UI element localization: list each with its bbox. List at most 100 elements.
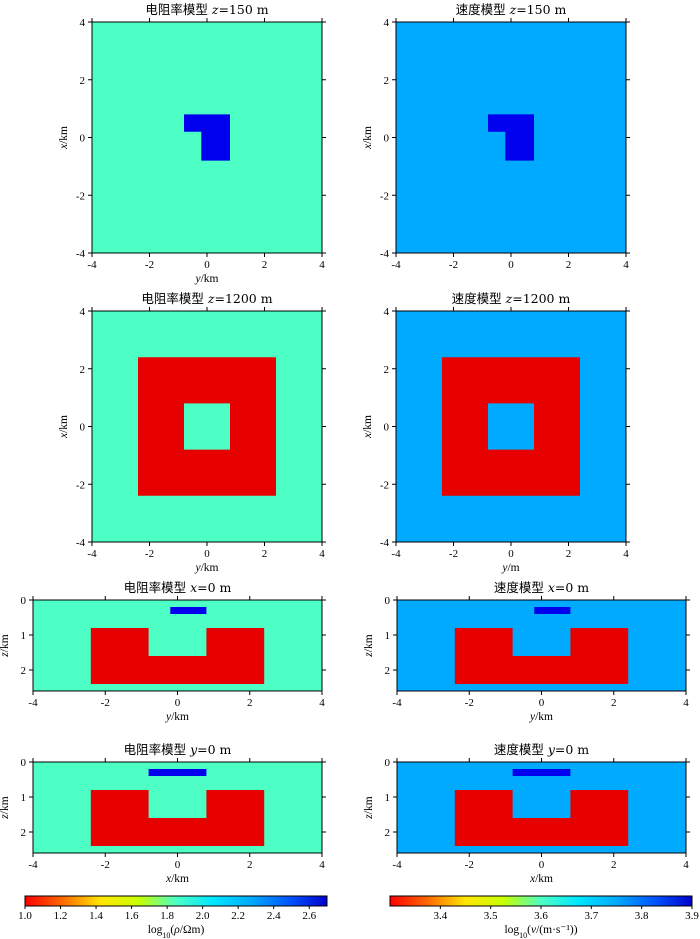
x-tick-label: -4 (87, 548, 97, 560)
colorbar-label: log10(v/(m·s⁻¹)) (504, 924, 577, 939)
x-tick-label: -2 (465, 859, 474, 871)
x-tick-label: 0 (175, 697, 181, 709)
panel-p1: -4 -2 0 2 4 -4 -2 0 2 4 电阻率模型 z=150 m y/km x/km (58, 2, 326, 285)
panel-title: 速度模型 z=1200 m (452, 291, 571, 306)
x-tick-label: 2 (566, 259, 572, 271)
y-tick-label: 1 (21, 792, 27, 804)
anomaly-block-blue (534, 607, 571, 614)
y-tick-label: 4 (384, 17, 390, 29)
y-tick-label: 0 (21, 595, 27, 607)
panel-p5: -4 -2 0 2 4 0 1 2 电阻率模型 x=0 m y/km z/km (0, 580, 326, 723)
colorbar-gradient (389, 895, 693, 907)
panel-title: 速度模型 y=0 m (494, 742, 589, 757)
colorbar-tick-label: 1.0 (18, 910, 32, 922)
anomaly-block-red (90, 628, 265, 684)
anomaly-block-blue (512, 769, 571, 776)
x-tick-label: 4 (623, 259, 629, 271)
y-tick-label: -2 (380, 479, 389, 491)
y-tick-label: 2 (385, 827, 391, 839)
colorbar-tick-label: 3.5 (484, 910, 498, 922)
y-tick-label: 4 (80, 17, 86, 29)
x-tick-label: 4 (319, 697, 325, 709)
y-axis-label: z/km (363, 634, 375, 657)
x-tick-label: 2 (262, 259, 268, 271)
y-axis-label: z/km (363, 796, 375, 819)
x-tick-label: 0 (539, 697, 545, 709)
x-tick-label: -2 (101, 697, 110, 709)
y-tick-label: -2 (76, 190, 85, 202)
x-tick-label: 2 (247, 859, 253, 871)
y-tick-label: 1 (385, 630, 391, 642)
panel-p3: -4 -2 0 2 4 -4 -2 0 2 4 电阻率模型 z=1200 m y/km x/km (58, 291, 326, 574)
y-tick-label: -4 (76, 537, 86, 549)
colorbars: 1.0 1.2 1.4 1.6 1.8 2.0 2.2 2.4 2.6 log10(ρ/Ωm) 3.… (18, 895, 699, 939)
y-tick-label: 2 (384, 75, 390, 87)
colorbar-gradient (24, 895, 328, 907)
x-tick-label: -4 (392, 697, 402, 709)
y-axis-label: x/km (58, 126, 70, 150)
x-tick-label: 0 (204, 259, 210, 271)
panel-title: 电阻率模型 y=0 m (124, 742, 232, 757)
colorbar-tick-label: 2.6 (302, 910, 316, 922)
colorbar-tick-label: 3.9 (685, 910, 699, 922)
y-tick-label: 4 (80, 306, 86, 318)
x-tick-label: -2 (465, 697, 474, 709)
y-tick-label: 0 (80, 422, 86, 434)
panel-title: 电阻率模型 z=150 m (145, 2, 268, 17)
x-tick-label: 0 (204, 548, 210, 560)
x-tick-label: -4 (391, 548, 401, 560)
y-tick-label: 0 (384, 422, 390, 434)
x-tick-label: 4 (319, 859, 325, 871)
colorbar-tick-label: 3.8 (635, 910, 649, 922)
anomaly-block-blue (184, 114, 230, 161)
colorbar-res: 1.0 1.2 1.4 1.6 1.8 2.0 2.2 2.4 2.6 log10(ρ/Ωm) (18, 895, 328, 939)
x-axis-label: x/km (165, 873, 189, 885)
x-axis-label: y/km (529, 711, 553, 723)
x-tick-label: 2 (611, 859, 617, 871)
panel-p4: -4 -2 0 2 4 -4 -2 0 2 4 速度模型 z=1200 m y/m x/km (362, 291, 630, 574)
y-axis-label: z/km (0, 796, 11, 819)
anomaly-block-bg (184, 403, 230, 450)
anomaly-block-blue (148, 769, 207, 776)
colorbar-vel: 3.4 3.5 3.6 3.7 3.8 3.9 log10(v/(m·s⁻¹)) (389, 895, 699, 939)
panel-title: 速度模型 x=0 m (494, 580, 589, 595)
x-axis-label: y/km (195, 273, 219, 285)
colorbar-tick-label: 2.0 (196, 910, 210, 922)
x-tick-label: -4 (391, 259, 401, 271)
x-tick-label: 4 (319, 548, 325, 560)
y-tick-label: 0 (385, 595, 391, 607)
panel-p6: -4 -2 0 2 4 0 1 2 速度模型 x=0 m y/km z/km (363, 580, 690, 723)
y-tick-label: -4 (380, 248, 390, 260)
panel-p8: -4 -2 0 2 4 0 1 2 速度模型 y=0 m x/km z/km (363, 742, 690, 885)
x-axis-label: x/km (529, 873, 553, 885)
x-tick-label: 2 (262, 548, 268, 560)
y-tick-label: -4 (380, 537, 390, 549)
y-axis-label: x/km (362, 126, 374, 150)
colorbar-tick-label: 1.8 (160, 910, 174, 922)
x-tick-label: 4 (623, 548, 629, 560)
panel-p2: -4 -2 0 2 4 -4 -2 0 2 4 速度模型 z=150 m x/km (362, 2, 630, 271)
colorbar-tick-label: 1.2 (54, 910, 68, 922)
anomaly-block-red (454, 628, 629, 684)
y-tick-label: 0 (21, 757, 27, 769)
anomaly-block-blue (488, 114, 534, 161)
colorbar-label: log10(ρ/Ωm) (148, 924, 205, 939)
y-tick-label: 2 (385, 665, 391, 677)
x-tick-label: -2 (101, 859, 110, 871)
panels: -4 -2 0 2 4 -4 -2 0 2 4 电阻率模型 z=150 m y/km x/km -4 -2 0… (0, 2, 690, 885)
y-axis-label: x/km (58, 415, 70, 439)
y-tick-label: 2 (80, 364, 86, 376)
y-tick-label: -2 (380, 190, 389, 202)
y-tick-label: 4 (384, 306, 390, 318)
anomaly-block-red (90, 790, 265, 846)
x-tick-label: 2 (247, 697, 253, 709)
y-tick-label: 2 (80, 75, 86, 87)
panel-title: 速度模型 z=150 m (456, 2, 567, 17)
y-tick-label: -2 (76, 479, 85, 491)
x-tick-label: -4 (28, 697, 38, 709)
x-tick-label: 2 (566, 548, 572, 560)
y-axis-label: x/km (362, 415, 374, 439)
panel-title: 电阻率模型 x=0 m (124, 580, 232, 595)
colorbar-tick-label: 3.6 (534, 910, 548, 922)
